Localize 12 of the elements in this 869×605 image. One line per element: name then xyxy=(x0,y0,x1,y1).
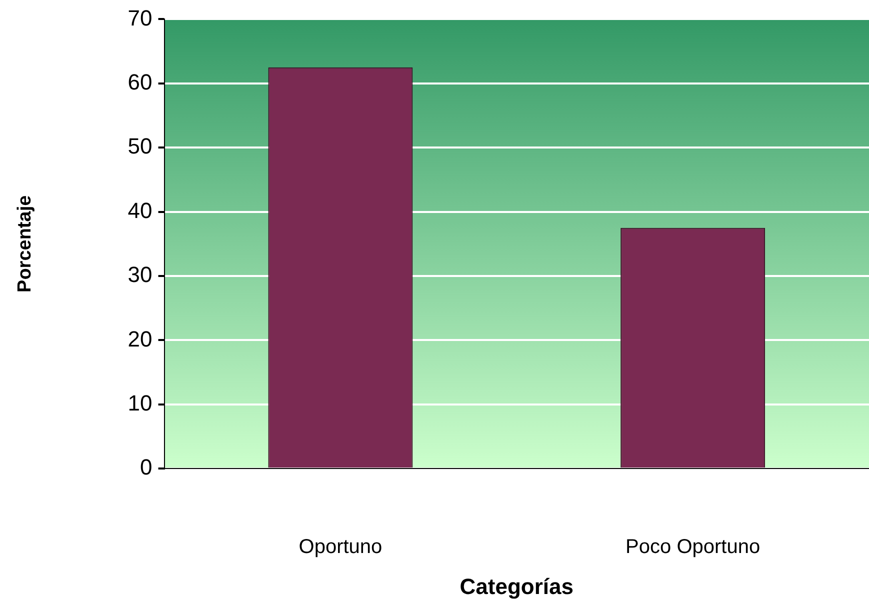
x-axis-title: Categorías xyxy=(460,574,574,599)
y-tick-label: 10 xyxy=(128,390,152,416)
y-tick-label: 30 xyxy=(128,262,152,288)
y-axis-title: Porcentaje xyxy=(14,195,36,292)
x-tick-label: Oportuno xyxy=(298,536,382,558)
y-tick-label: 0 xyxy=(140,454,152,480)
y-tick-label: 50 xyxy=(128,134,152,159)
x-tick-label: Poco Oportuno xyxy=(626,536,760,558)
y-tick-label: 20 xyxy=(128,326,152,352)
y-tick-label: 70 xyxy=(128,5,152,30)
y-tick-label: 60 xyxy=(128,69,152,94)
y-tick-label: 40 xyxy=(128,198,152,223)
